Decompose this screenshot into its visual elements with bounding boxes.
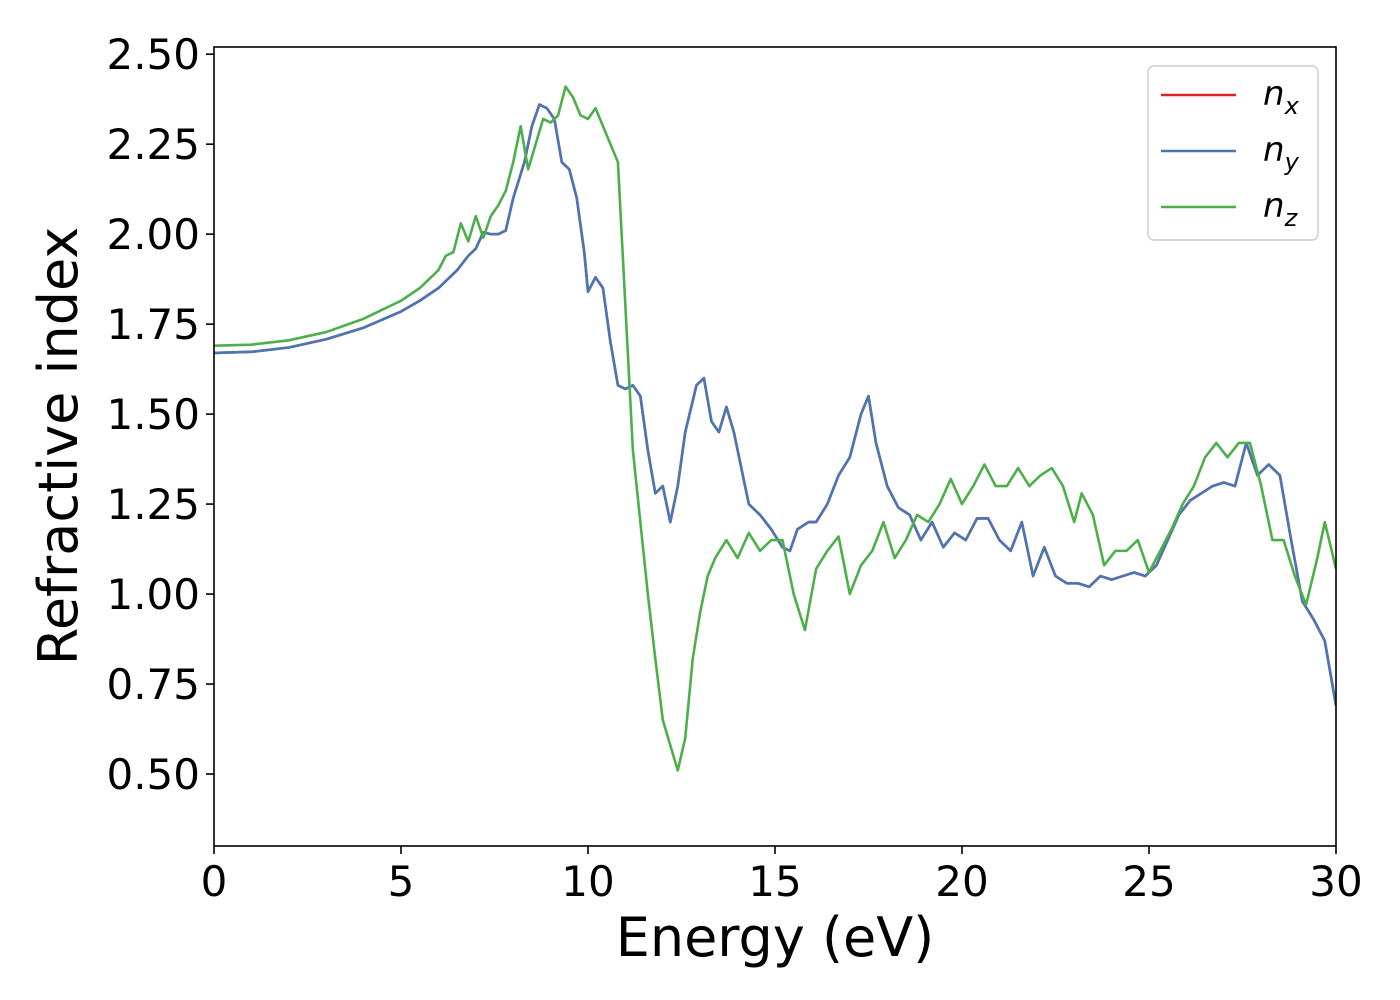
y-tick-label: 1.50 bbox=[106, 390, 200, 439]
x-tick-label: 10 bbox=[561, 857, 614, 906]
legend-label-subscript: z bbox=[1284, 204, 1299, 232]
legend-label-base: n bbox=[1263, 186, 1285, 226]
x-tick-label: 20 bbox=[935, 857, 988, 906]
y-tick-label: 2.00 bbox=[106, 210, 200, 259]
y-tick-label: 1.25 bbox=[106, 480, 200, 529]
y-tick-label: 1.75 bbox=[106, 300, 200, 349]
legend-label: nx bbox=[1263, 74, 1300, 120]
legend-label-base: n bbox=[1263, 130, 1285, 170]
x-tick-label: 25 bbox=[1122, 857, 1175, 906]
x-tick-label: 5 bbox=[388, 857, 415, 906]
x-tick-label: 15 bbox=[748, 857, 801, 906]
y-tick-label: 0.50 bbox=[106, 750, 200, 799]
x-tick-label: 0 bbox=[201, 857, 228, 906]
y-tick-label: 1.00 bbox=[106, 570, 200, 619]
legend-box bbox=[1147, 65, 1319, 241]
series-layer bbox=[214, 85, 1336, 772]
y-tick-label: 2.50 bbox=[106, 30, 200, 79]
legend-label: ny bbox=[1263, 130, 1300, 176]
y-tick-label: 2.25 bbox=[106, 120, 200, 169]
x-axis-label: Energy (eV) bbox=[616, 906, 935, 969]
y-axis-label: Refractive index bbox=[27, 227, 90, 666]
legend-label: nz bbox=[1263, 186, 1299, 232]
series-line-n-z bbox=[214, 85, 1336, 772]
y-axis: 0.50 0.75 1.00 1.25 1.50 1.75 2.00 2.25 2.50 bbox=[106, 30, 214, 799]
x-tick-label: 30 bbox=[1309, 857, 1362, 906]
x-axis: 0 5 10 15 20 25 30 bbox=[201, 846, 1363, 906]
legend-label-base: n bbox=[1263, 74, 1285, 114]
y-tick-label: 0.75 bbox=[106, 660, 200, 709]
legend-label-subscript: y bbox=[1284, 148, 1300, 176]
legend-label-subscript: x bbox=[1284, 92, 1300, 120]
